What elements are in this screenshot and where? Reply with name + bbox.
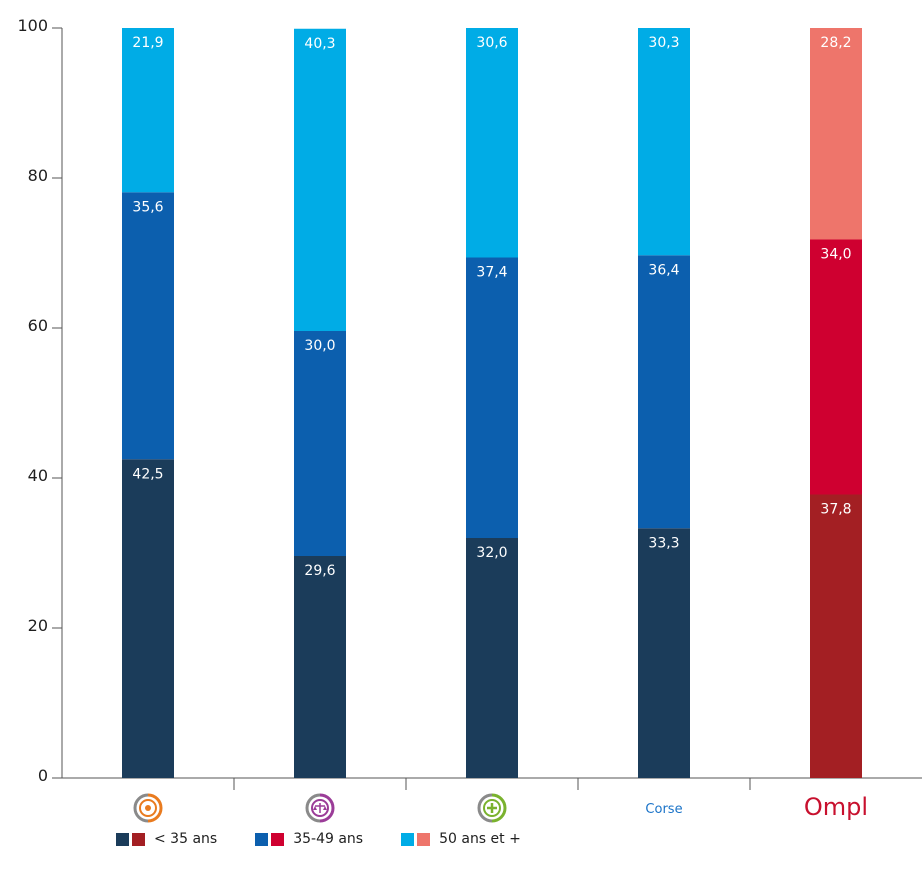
legend: < 35 ans 35-49 ans 50 ans et +	[116, 830, 559, 848]
y-tick-label: 80	[28, 166, 48, 185]
legend-label: 35-49 ans	[293, 831, 364, 847]
y-tick-label: 20	[28, 616, 48, 635]
bar-value-label: 37,8	[820, 502, 851, 518]
icon-ring-right	[491, 793, 507, 823]
bar-segment	[810, 28, 862, 240]
icon-pan-right	[323, 806, 327, 810]
icon-ring-right	[319, 793, 335, 823]
orange-circle-logo-icon	[133, 793, 163, 823]
bar-segment	[466, 538, 518, 778]
bar-segment	[638, 28, 690, 256]
icon-inner	[311, 799, 329, 817]
icon-dot	[145, 805, 151, 811]
bar-value-label: 29,6	[304, 563, 335, 579]
bar-segment	[294, 28, 346, 331]
icon-pan-left	[313, 806, 317, 810]
legend-item-35-49: 35-49 ans	[255, 831, 363, 847]
bar-segment	[810, 494, 862, 778]
bar-value-label: 36,4	[648, 262, 679, 278]
bar-segment	[294, 556, 346, 778]
icon-ring-left	[477, 793, 493, 823]
bar-segment	[638, 528, 690, 778]
y-tick-label: 40	[28, 466, 48, 485]
legend-swatch	[401, 832, 415, 846]
legend-label: < 35 ans	[154, 831, 218, 847]
icon-inner	[139, 799, 157, 817]
legend-swatch	[255, 832, 269, 846]
ompl-logo-text: Ompl	[804, 793, 868, 821]
bar-value-label: 32,0	[476, 545, 507, 561]
bar-value-label: 34,0	[820, 247, 851, 263]
category-label: Corse	[645, 802, 682, 817]
bar-segment	[294, 331, 346, 556]
legend-label: 50 ans et +	[439, 831, 521, 847]
scales-of-justice-icon	[305, 793, 335, 823]
bar-value-label: 33,3	[648, 535, 679, 551]
legend-swatch	[417, 832, 431, 846]
bar-value-label: 28,2	[820, 35, 851, 51]
icon-ring-right	[147, 793, 163, 823]
y-tick-label: 60	[28, 316, 48, 335]
bar-segment	[638, 255, 690, 529]
axes: 0 20 40 60 80 100	[17, 16, 922, 790]
bar-segment	[466, 28, 518, 258]
bar-value-label: 37,4	[476, 265, 507, 281]
bar-value-label: 40,3	[304, 36, 335, 52]
legend-swatch	[271, 832, 285, 846]
icon-ring-left	[305, 793, 321, 823]
category-labels: Corse Ompl	[133, 793, 868, 823]
bar-value-label: 30,3	[648, 35, 679, 51]
bar-segment	[122, 28, 174, 193]
bar-value-label: 30,0	[304, 338, 335, 354]
y-tick-label: 0	[38, 766, 48, 785]
icon-ring-left	[133, 793, 149, 823]
bar-segment	[122, 459, 174, 778]
bar-value-label: 42,5	[132, 466, 163, 482]
legend-swatch	[132, 832, 145, 846]
bar-value-label: 21,9	[132, 35, 163, 51]
legend-item-50-plus: 50 ans et +	[401, 831, 521, 847]
legend-swatch	[116, 832, 129, 846]
icon-inner	[483, 799, 501, 817]
plus-circle-icon	[477, 793, 507, 823]
bar-segment	[122, 192, 174, 460]
bar-segment	[466, 257, 518, 538]
bar-value-label: 35,6	[132, 199, 163, 215]
bar-value-label: 30,6	[476, 35, 507, 51]
legend-item-under-35: < 35 ans	[116, 831, 217, 847]
y-tick-label: 100	[17, 16, 48, 35]
bars: 42,5 35,6 21,9 29,6 30,0 40,3 32,0 37,4 30,6 33,3…	[122, 28, 862, 778]
bar-segment	[810, 239, 862, 495]
ompl-logo-icon: Ompl	[804, 793, 868, 821]
